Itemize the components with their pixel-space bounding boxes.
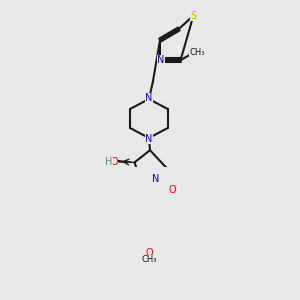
Text: O: O <box>110 157 118 167</box>
Text: N: N <box>145 134 153 144</box>
Text: H: H <box>106 157 113 167</box>
Text: O: O <box>145 248 153 258</box>
Text: CH₃: CH₃ <box>190 48 205 57</box>
Polygon shape <box>119 160 134 163</box>
Text: N: N <box>145 93 153 103</box>
Text: O: O <box>169 185 176 195</box>
Text: N: N <box>157 55 164 65</box>
Text: N: N <box>152 174 159 184</box>
Text: CH₃: CH₃ <box>141 255 157 264</box>
Text: S: S <box>190 11 196 21</box>
